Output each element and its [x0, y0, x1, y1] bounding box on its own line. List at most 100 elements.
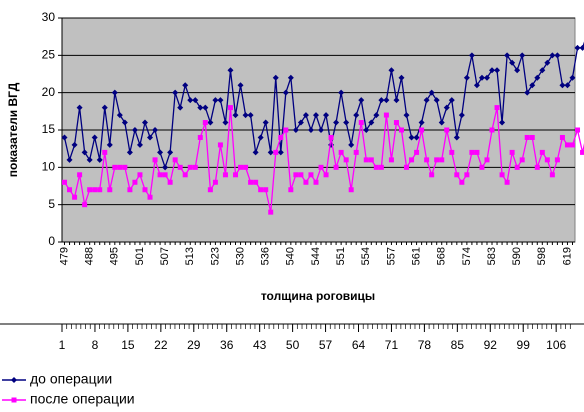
point	[469, 149, 475, 155]
x-tick-label: 544	[310, 247, 322, 265]
point	[312, 112, 319, 119]
point	[127, 187, 133, 193]
point	[463, 74, 470, 81]
point	[484, 157, 490, 163]
point	[579, 44, 584, 51]
point	[348, 141, 355, 148]
point	[428, 89, 435, 96]
point	[102, 149, 108, 155]
point	[444, 127, 450, 133]
point	[378, 97, 385, 104]
point	[333, 119, 340, 126]
x-tick-label: 590	[511, 247, 523, 265]
point	[529, 134, 535, 140]
point	[559, 82, 566, 89]
point	[248, 179, 254, 185]
point	[288, 187, 294, 193]
point	[116, 112, 123, 119]
point	[197, 134, 203, 140]
point	[207, 187, 213, 193]
ruler-tick-label: 78	[418, 338, 432, 352]
point	[162, 164, 169, 171]
point	[212, 179, 218, 185]
point	[434, 157, 440, 163]
point	[152, 127, 159, 133]
ruler-tick-label: 36	[220, 338, 234, 352]
x-tick-label: 557	[385, 247, 397, 265]
x-tick-label: 583	[486, 247, 498, 265]
point	[499, 172, 505, 178]
point	[242, 112, 249, 119]
point	[66, 156, 73, 163]
point	[253, 179, 259, 185]
x-tick-label: 540	[285, 247, 297, 265]
point	[439, 157, 445, 163]
point	[383, 97, 390, 104]
point	[459, 179, 465, 185]
point	[353, 112, 360, 119]
point	[282, 89, 289, 96]
point	[227, 67, 234, 74]
ruler-tick-label: 57	[319, 338, 333, 352]
point	[554, 157, 560, 163]
x-tick-label: 495	[109, 247, 121, 265]
point	[91, 134, 98, 141]
x-tick-label: 501	[134, 247, 146, 265]
ruler-tick-label: 29	[187, 338, 201, 352]
point	[504, 179, 510, 185]
point	[318, 164, 324, 170]
y-tick-label: 20	[42, 85, 56, 99]
point	[323, 112, 330, 119]
point	[142, 187, 148, 193]
point	[197, 104, 204, 111]
point	[343, 119, 350, 126]
ruler-tick-label: 43	[253, 338, 267, 352]
point	[443, 104, 450, 111]
point	[182, 82, 189, 89]
point	[489, 127, 495, 133]
point	[544, 157, 550, 163]
point	[554, 52, 561, 59]
legend-label: до операции	[30, 371, 112, 387]
point	[287, 74, 294, 81]
point	[303, 179, 309, 185]
y-tick-label: 0	[48, 234, 55, 248]
point	[494, 67, 501, 74]
point	[11, 377, 17, 383]
point	[272, 74, 279, 81]
point	[247, 112, 254, 119]
point	[101, 104, 108, 111]
point	[263, 187, 269, 193]
point	[575, 127, 581, 133]
point	[474, 149, 480, 155]
x-tick-label: 554	[360, 247, 372, 265]
point	[278, 134, 284, 140]
point	[157, 172, 163, 178]
point	[243, 164, 249, 170]
x-tick-label: 530	[234, 247, 246, 265]
x-tick-label: 619	[561, 247, 573, 265]
point	[398, 127, 404, 133]
point	[106, 141, 113, 148]
point	[343, 157, 349, 163]
point	[338, 149, 344, 155]
point	[273, 149, 279, 155]
x-tick-label: 598	[536, 247, 548, 265]
ruler-tick-label: 71	[385, 338, 399, 352]
point	[92, 187, 98, 193]
point	[233, 172, 239, 178]
point	[449, 149, 455, 155]
point	[514, 67, 521, 74]
x-tick-label: 523	[209, 247, 221, 265]
point	[76, 104, 83, 111]
point	[302, 112, 309, 119]
point	[232, 112, 239, 119]
point	[414, 149, 420, 155]
point	[152, 157, 158, 163]
point	[307, 127, 314, 133]
point	[368, 157, 374, 163]
point	[202, 120, 208, 126]
point	[77, 172, 83, 178]
point	[418, 119, 425, 126]
point	[318, 127, 325, 133]
